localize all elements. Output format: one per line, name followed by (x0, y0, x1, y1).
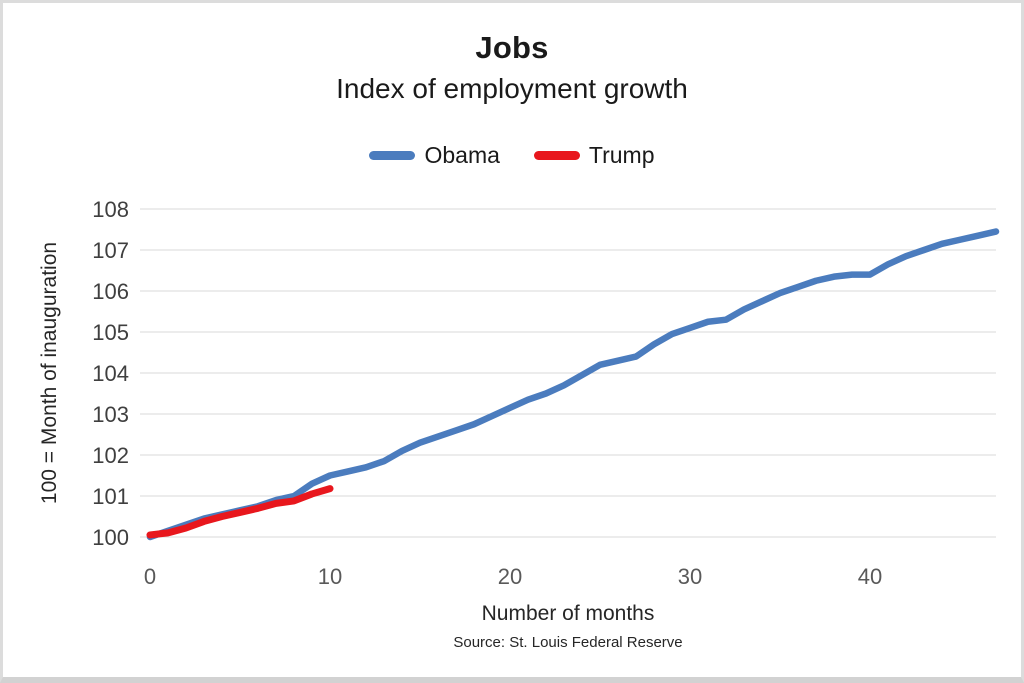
x-tick-label: 10 (318, 564, 342, 589)
y-tick-label: 103 (92, 402, 129, 427)
y-tick-label: 101 (92, 484, 129, 509)
legend-label-obama: Obama (424, 142, 500, 168)
legend: Obama Trump (3, 142, 1021, 169)
y-tick-label: 106 (92, 279, 129, 304)
y-tick-label: 100 (92, 525, 129, 550)
x-axis-title: Number of months (481, 602, 655, 625)
chart-title: Jobs (475, 30, 549, 65)
x-tick-label: 0 (144, 564, 156, 589)
y-tick-label: 105 (92, 320, 129, 345)
obama-line-swatch (369, 151, 416, 160)
y-tick-label: 108 (92, 197, 129, 222)
y-tick-label: 102 (92, 443, 129, 468)
y-tick-label: 107 (92, 238, 129, 263)
chart-subtitle: Index of employment growth (336, 73, 688, 104)
legend-item-trump: Trump (533, 142, 655, 169)
legend-label-trump: Trump (588, 142, 655, 168)
trump-line (146, 485, 334, 539)
plot-area: 100 101 102 103 104 105 106 107 108 0 10 20 30 40 (92, 197, 1000, 589)
legend-item-obama: Obama (369, 142, 500, 169)
y-tick-label: 104 (92, 361, 129, 386)
obama-line (146, 228, 1000, 541)
x-tick-label: 20 (498, 564, 522, 589)
source-note: Source: St. Louis Federal Reserve (453, 634, 683, 651)
x-tick-label: 30 (678, 564, 702, 589)
x-tick-label: 40 (858, 564, 882, 589)
trump-line-swatch (533, 151, 580, 160)
